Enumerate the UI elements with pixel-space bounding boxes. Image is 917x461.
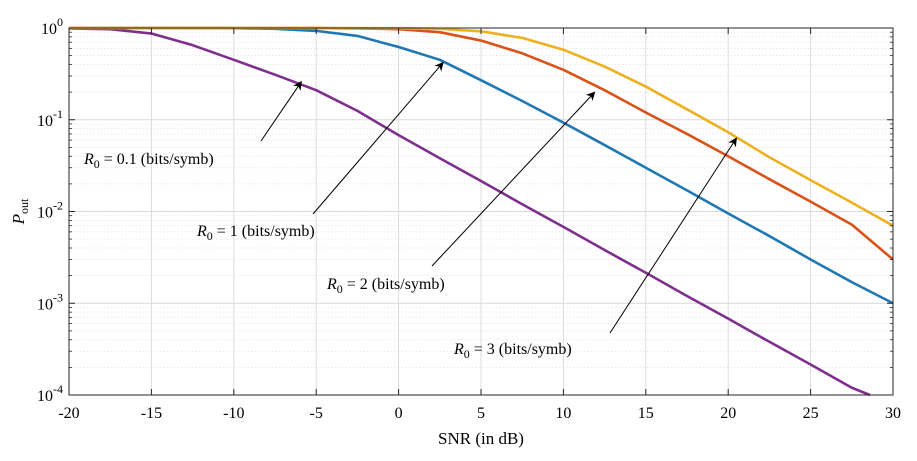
x-tick-label: 30 — [885, 405, 901, 422]
y-tick-label: 10-4 — [37, 382, 63, 405]
y-axis-label-sub: out — [17, 198, 31, 214]
x-tick-label: -5 — [310, 405, 323, 422]
grid — [68, 27, 894, 396]
x-tick-label: -15 — [141, 405, 162, 422]
annotation-arrow-3 — [609, 137, 737, 334]
x-tick-label: -10 — [223, 405, 244, 422]
x-tick-label: 10 — [555, 405, 571, 422]
y-axis-label: Pout — [9, 198, 31, 225]
annotation-label-1: R0 = 1 (bits/symb) — [196, 223, 315, 243]
y-tick-label: 10-3 — [37, 290, 63, 313]
x-tick-label: 15 — [638, 405, 654, 422]
y-tick-label: 100 — [41, 15, 63, 38]
annotation-label-3: R0 = 3 (bits/symb) — [453, 341, 572, 361]
y-tick-label: 10-2 — [37, 199, 63, 222]
annotation-arrow-0 — [260, 80, 302, 142]
series-line-0 — [68, 27, 871, 397]
x-tick-label: -20 — [58, 405, 79, 422]
x-tick-label: 25 — [803, 405, 819, 422]
annotation-label-0: R0 = 0.1 (bits/symb) — [83, 151, 214, 171]
x-axis-label: SNR (in dB) — [438, 429, 524, 448]
ticks: -20 -15 -10 -5 0 5 10 15 20 25 30 100 10-1 10-2 10-3 10… — [37, 15, 901, 422]
y-tick-label: 10-1 — [37, 107, 63, 130]
annotation-arrow-2 — [431, 91, 596, 267]
y-axis-label-main: P — [9, 214, 28, 225]
annotation-label-2: R0 = 2 (bits/symb) — [326, 276, 445, 296]
x-tick-label: 0 — [395, 405, 403, 422]
x-tick-label: 20 — [720, 405, 736, 422]
x-tick-label: 5 — [477, 405, 485, 422]
annotation-arrow-1 — [312, 61, 444, 215]
annotations: R0 = 0.1 (bits/symb) R0 = 1 (bits/symb) R0… — [83, 61, 737, 361]
